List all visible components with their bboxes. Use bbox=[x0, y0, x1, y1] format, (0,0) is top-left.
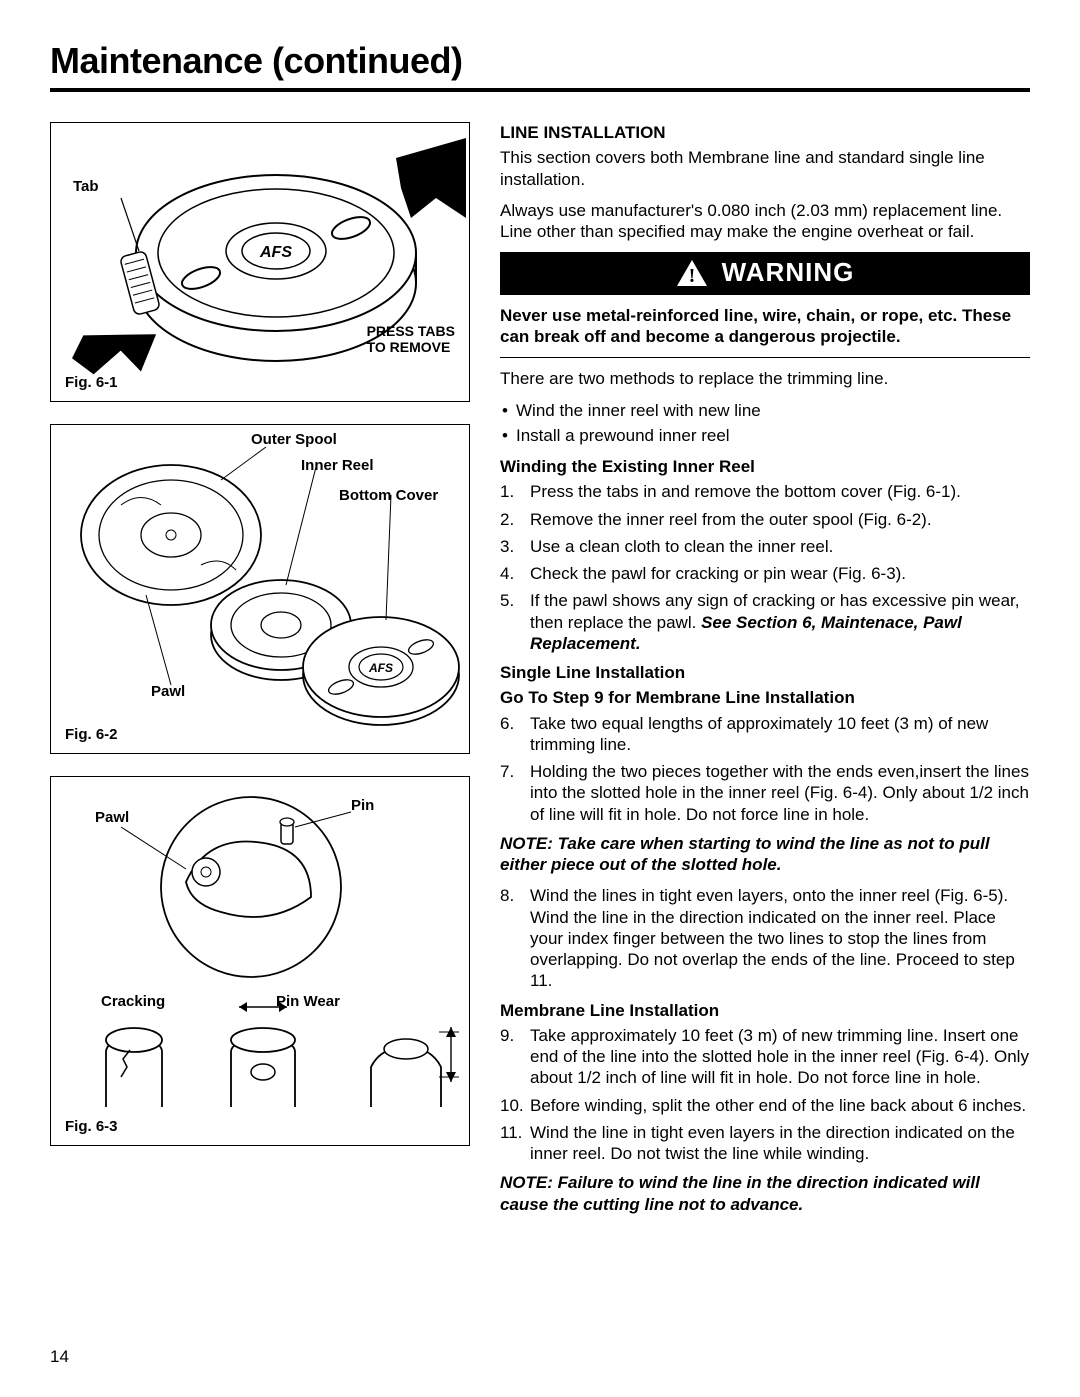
para-intro-1: This section covers both Membrane line a… bbox=[500, 147, 1030, 190]
warning-triangle-icon: ! bbox=[676, 259, 708, 287]
step-10: 10.Before winding, split the other end o… bbox=[500, 1095, 1030, 1116]
step-11: 11.Wind the line in tight even layers in… bbox=[500, 1122, 1030, 1165]
callout-inner-reel: Inner Reel bbox=[301, 457, 374, 474]
figure-6-1: AFS Tab PRESS TABS TO REMOVE Fi bbox=[50, 122, 470, 402]
winding-head: Winding the Existing Inner Reel bbox=[500, 456, 1030, 477]
methods-bullets: Wind the inner reel with new line Instal… bbox=[500, 400, 1030, 447]
figure-6-1-label: Fig. 6-1 bbox=[65, 374, 118, 391]
line-installation-head: LINE INSTALLATION bbox=[500, 122, 1030, 143]
figure-6-3-label: Fig. 6-3 bbox=[65, 1118, 118, 1135]
figure-6-1-svg: AFS bbox=[51, 123, 471, 403]
step-2: 2.Remove the inner reel from the outer s… bbox=[500, 509, 1030, 530]
step-3: 3.Use a clean cloth to clean the inner r… bbox=[500, 536, 1030, 557]
content-columns: AFS Tab PRESS TABS TO REMOVE Fi bbox=[50, 122, 1030, 1225]
figure-6-2: AFS Outer Spool Inner Reel Bottom Cover … bbox=[50, 424, 470, 754]
callout-tab: Tab bbox=[73, 178, 99, 195]
svg-text:!: ! bbox=[688, 265, 695, 287]
callout-pawl-1: Pawl bbox=[151, 683, 185, 700]
goto-step-9: Go To Step 9 for Membrane Line Installat… bbox=[500, 687, 1030, 708]
para-two-methods: There are two methods to replace the tri… bbox=[500, 368, 1030, 389]
callout-bottom-cover: Bottom Cover bbox=[339, 487, 438, 504]
right-column: LINE INSTALLATION This section covers bo… bbox=[500, 122, 1030, 1225]
step-6: 6.Take two equal lengths of approximatel… bbox=[500, 713, 1030, 756]
figure-6-2-label: Fig. 6-2 bbox=[65, 726, 118, 743]
membrane-head: Membrane Line Installation bbox=[500, 1000, 1030, 1021]
para-intro-2: Always use manufacturer's 0.080 inch (2.… bbox=[500, 200, 1030, 243]
note-2: NOTE: Failure to wind the line in the di… bbox=[500, 1172, 1030, 1215]
steps-winding: 1.Press the tabs in and remove the botto… bbox=[500, 481, 1030, 654]
page-title: Maintenance (continued) bbox=[50, 40, 1030, 82]
figure-6-3: Pawl Pin Cracking Pin Wear Fig. 6-3 bbox=[50, 776, 470, 1146]
callout-pin-wear: Pin Wear bbox=[276, 993, 340, 1010]
callout-press-tabs: PRESS TABS TO REMOVE bbox=[367, 323, 455, 355]
warning-body: Never use metal-reinforced line, wire, c… bbox=[500, 305, 1030, 348]
figure-6-3-svg bbox=[51, 777, 471, 1147]
bullet-1: Wind the inner reel with new line bbox=[500, 400, 1030, 421]
step-7: 7.Holding the two pieces together with t… bbox=[500, 761, 1030, 825]
step-5: 5.If the pawl shows any sign of cracking… bbox=[500, 590, 1030, 654]
bullet-2: Install a prewound inner reel bbox=[500, 425, 1030, 446]
steps-single-1: 6.Take two equal lengths of approximatel… bbox=[500, 713, 1030, 825]
left-column: AFS Tab PRESS TABS TO REMOVE Fi bbox=[50, 122, 470, 1225]
callout-outer-spool: Outer Spool bbox=[251, 431, 337, 448]
single-line-head: Single Line Installation bbox=[500, 662, 1030, 683]
callout-cracking: Cracking bbox=[101, 993, 165, 1010]
page-number: 14 bbox=[50, 1347, 69, 1367]
step-9: 9.Take approximately 10 feet (3 m) of ne… bbox=[500, 1025, 1030, 1089]
step-4: 4.Check the pawl for cracking or pin wea… bbox=[500, 563, 1030, 584]
steps-single-2: 8.Wind the lines in tight even layers, o… bbox=[500, 885, 1030, 991]
warning-rule bbox=[500, 357, 1030, 358]
title-rule bbox=[50, 88, 1030, 92]
step-8: 8.Wind the lines in tight even layers, o… bbox=[500, 885, 1030, 991]
figure-6-2-svg: AFS bbox=[51, 425, 471, 755]
warning-bar: ! WARNING bbox=[500, 252, 1030, 295]
step-1: 1.Press the tabs in and remove the botto… bbox=[500, 481, 1030, 502]
callout-pin: Pin bbox=[351, 797, 374, 814]
warning-label: WARNING bbox=[722, 256, 855, 289]
note-1: NOTE: Take care when starting to wind th… bbox=[500, 833, 1030, 876]
svg-text:AFS: AFS bbox=[259, 244, 292, 261]
callout-pawl-2: Pawl bbox=[95, 809, 129, 826]
svg-text:AFS: AFS bbox=[368, 661, 393, 675]
steps-membrane: 9.Take approximately 10 feet (3 m) of ne… bbox=[500, 1025, 1030, 1165]
